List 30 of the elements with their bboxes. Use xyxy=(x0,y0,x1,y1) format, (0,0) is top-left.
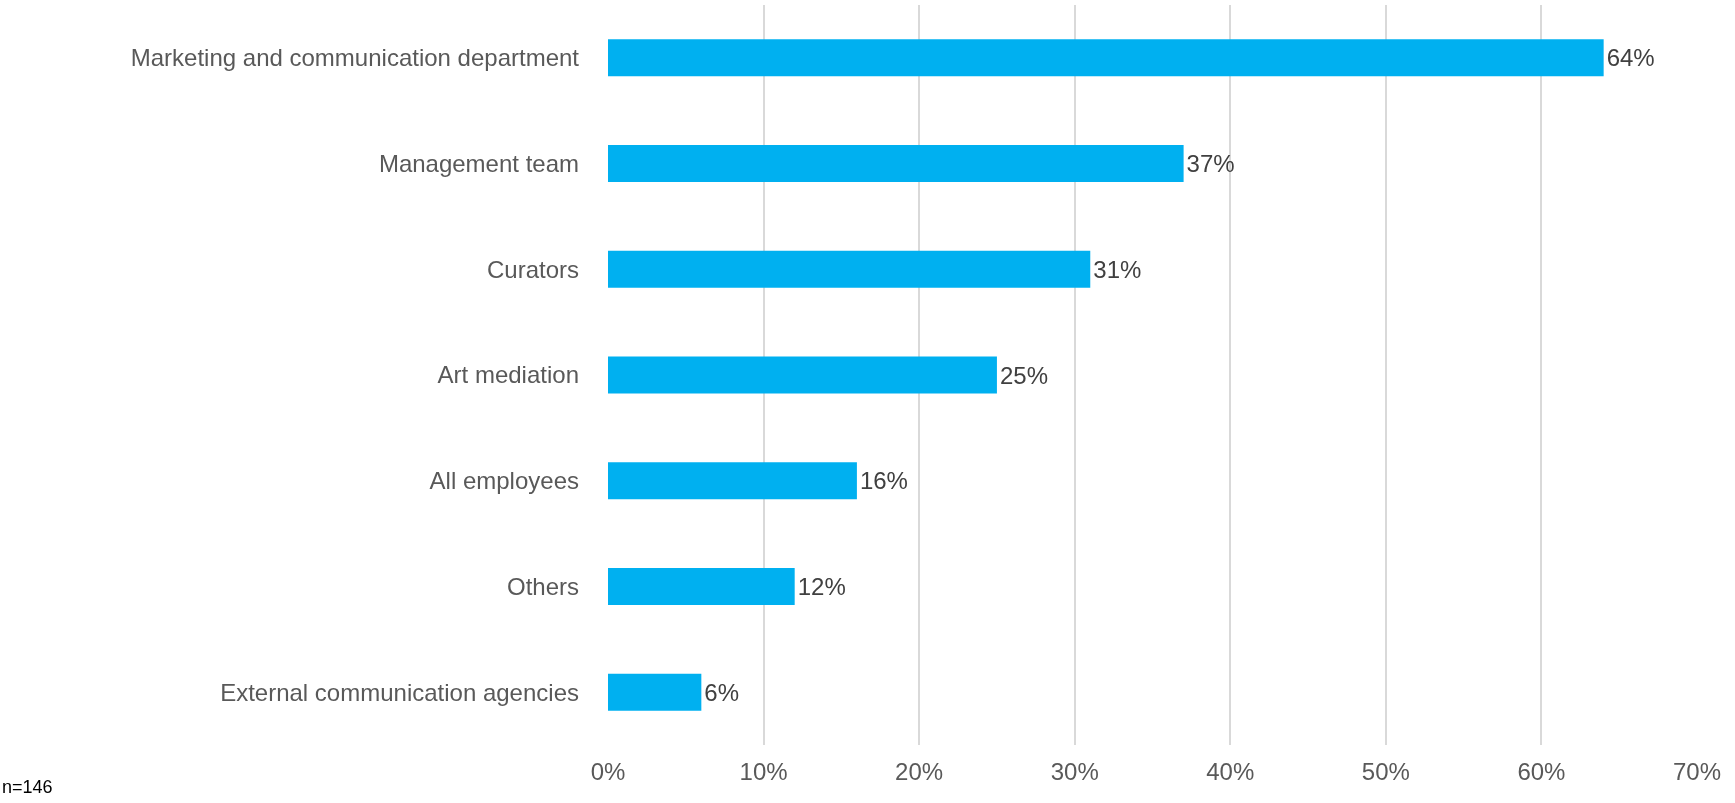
data-label: 12% xyxy=(797,572,846,600)
x-tick-label: 20% xyxy=(895,758,944,785)
bar xyxy=(608,39,1604,77)
bar xyxy=(608,462,857,500)
y-tick-label: Art mediation xyxy=(437,361,579,389)
text: n=146 xyxy=(2,777,53,797)
x-tick-label: 60% xyxy=(1517,758,1566,785)
data-label: 16% xyxy=(859,467,908,495)
x-tick-label: 50% xyxy=(1361,758,1410,785)
data-label: 31% xyxy=(1093,255,1142,283)
bar xyxy=(608,250,1091,288)
data-label: 25% xyxy=(999,361,1048,389)
y-tick-label: Curators xyxy=(486,255,579,283)
x-tick-label: 40% xyxy=(1206,758,1255,785)
data-label: 6% xyxy=(704,678,740,706)
y-tick-label: Marketing and communication department xyxy=(130,44,580,72)
y-tick-label: External communication agencies xyxy=(220,678,579,706)
x-tick-label: 0% xyxy=(590,758,626,785)
bar xyxy=(608,145,1184,183)
y-tick-label: All employees xyxy=(429,467,579,495)
x-tick-label: 70% xyxy=(1672,758,1722,785)
x-tick-label: 10% xyxy=(739,758,788,785)
bar xyxy=(608,673,702,711)
bar xyxy=(608,567,795,605)
data-label: 64% xyxy=(1606,44,1655,72)
y-tick-label: Others xyxy=(506,572,579,600)
bar xyxy=(608,356,997,394)
y-tick-label: Management team xyxy=(378,149,579,177)
x-tick-label: 30% xyxy=(1050,758,1099,785)
data-label: 37% xyxy=(1186,150,1235,178)
